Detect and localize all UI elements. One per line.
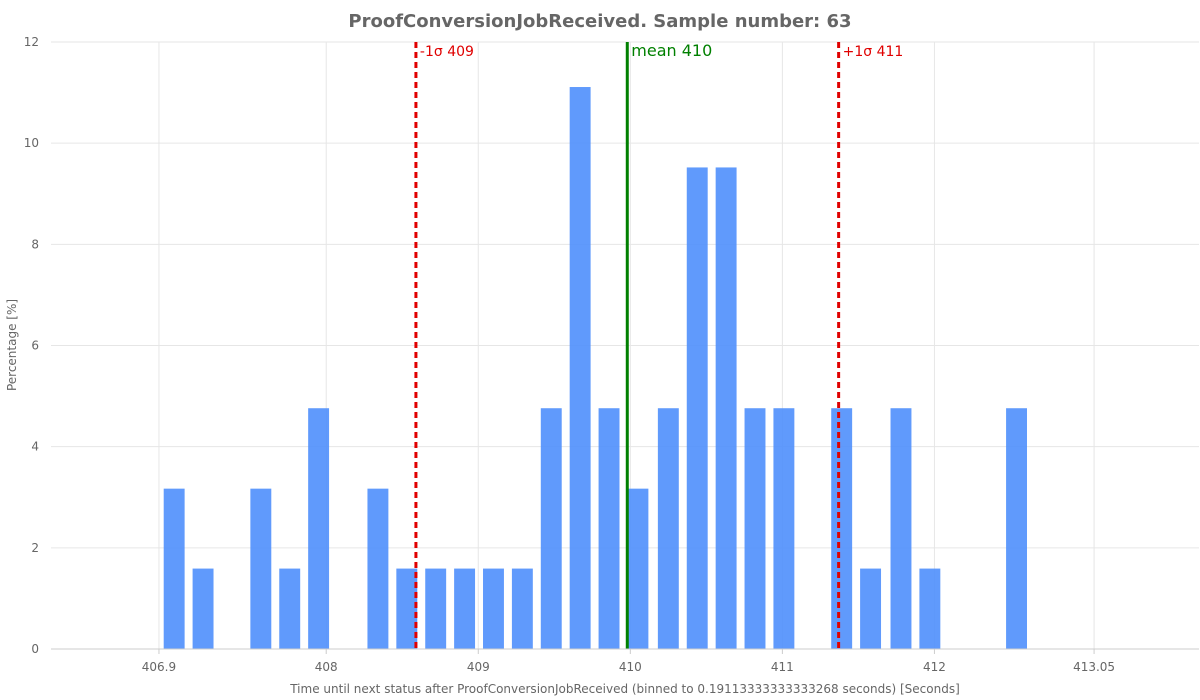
histogram-bar [744,408,766,649]
histogram-bar [627,488,649,649]
histogram-bar [396,568,418,649]
histogram-bar [367,488,389,649]
histogram-bar [163,488,185,649]
x-tick-label: 406.9 [142,660,176,674]
histogram-bar [192,568,214,649]
y-tick-label: 10 [24,136,39,150]
histogram-bar [279,568,301,649]
histogram-bar [454,568,476,649]
y-tick-label: 0 [31,642,39,656]
grid-layer [51,41,1199,650]
y-axis-label: Percentage [%] [5,299,19,391]
bars-layer [163,87,1027,650]
y-tick-label: 2 [31,541,39,555]
histogram-bar [686,167,708,650]
y-tick-label: 8 [31,237,39,251]
histogram-bar [540,408,562,649]
x-tick-label: 412 [923,660,946,674]
histogram-bar [715,167,737,650]
minus-sigma-label: -1σ 409 [420,44,474,60]
histogram-bar [657,408,679,649]
x-axis-label: Time until next status after ProofConver… [289,682,960,696]
x-tick-label: 411 [771,660,794,674]
histogram-bar [308,408,330,649]
histogram-bar [425,568,447,649]
histogram-bar [1006,408,1027,649]
histogram-bar [831,408,853,649]
x-tick-label: 410 [619,660,642,674]
histogram-bar [598,408,620,649]
x-tick-label: 408 [315,660,338,674]
histogram-bar [511,568,533,649]
x-tick-label: 409 [467,660,490,674]
histogram-bar [919,568,941,649]
histogram-bar [250,488,272,649]
histogram-bar [773,408,795,649]
histogram-bar [569,87,591,649]
x-tick-label: 413.05 [1073,660,1115,674]
axis-layer: 0 2 4 6 8 10 12 406.9 408 409 410 411 412 413.05 [24,35,1199,674]
y-tick-label: 6 [31,339,39,353]
reference-lines-layer: -1σ 409 mean 410 +1σ 411 [414,41,904,649]
histogram-bar [890,408,912,649]
mean-label: mean 410 [631,41,712,60]
histogram-bar [483,568,504,649]
chart-title: ProofConversionJobReceived. Sample numbe… [348,11,851,32]
histogram-bar [860,568,882,649]
y-tick-label: 12 [24,35,39,49]
y-tick-label: 4 [31,440,39,454]
plus-sigma-label: +1σ 411 [843,44,904,60]
